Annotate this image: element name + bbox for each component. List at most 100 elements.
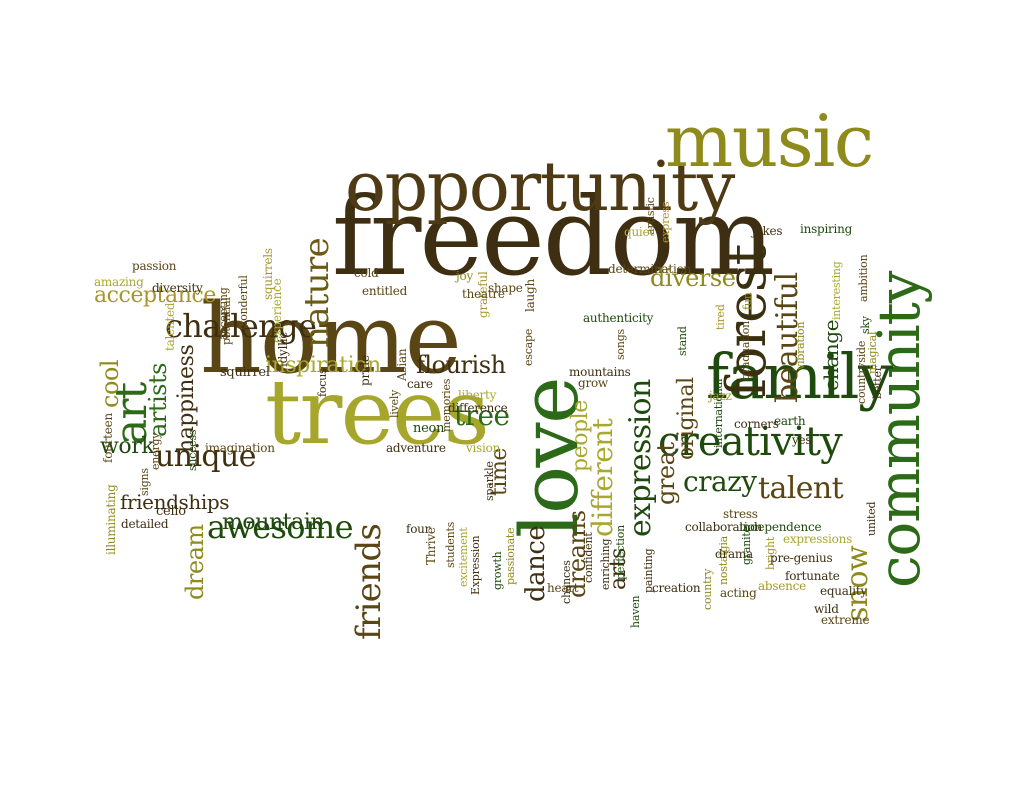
word-friends: friends <box>349 523 389 640</box>
word-drama: drama <box>715 547 753 562</box>
word-community: community <box>865 271 933 588</box>
word-potential: potential <box>220 297 233 345</box>
word-pre-genius: pre-genius <box>770 551 833 566</box>
word-magical: magical <box>866 331 879 374</box>
word-talented: talented <box>163 302 177 351</box>
word-vision: vision <box>466 441 501 456</box>
word-detailed: detailed <box>121 517 169 532</box>
word-awesome: awesome <box>207 508 354 547</box>
word-mountains: mountains <box>569 365 631 380</box>
word-four: four <box>406 522 431 537</box>
word-signs: signs <box>138 468 151 496</box>
word-cello: cello <box>156 503 186 519</box>
word-cold: cold <box>354 266 379 281</box>
word-fourteen: fourteen <box>101 413 115 463</box>
word-interesting: interesting <box>830 261 843 320</box>
word-extreme: extreme <box>821 613 870 628</box>
word-haven: haven <box>629 595 642 628</box>
word-asian: Asian <box>395 348 409 381</box>
word-passion: passion <box>132 259 177 274</box>
word-cool: cool <box>96 359 124 408</box>
word-wild: wild <box>814 602 839 617</box>
word-stress: stress <box>723 507 758 522</box>
word-squirrel: squirrel <box>220 364 270 380</box>
word-express: express <box>659 201 672 243</box>
word-united: united <box>865 501 878 536</box>
word-difference: difference <box>448 401 508 416</box>
word-escape: escape <box>522 328 535 366</box>
word-inspiration: inspiration <box>265 353 381 379</box>
word-talent: talent <box>758 471 844 506</box>
word-sky: sky <box>859 316 872 334</box>
word-ambition: ambition <box>857 254 870 302</box>
word-nature: nature <box>297 237 337 348</box>
word-home: home <box>200 283 462 396</box>
word-original: original <box>674 377 699 460</box>
word-artists: artists <box>144 362 172 437</box>
word-sparkle: sparkle <box>483 461 496 501</box>
word-absence: absence <box>758 579 806 594</box>
word-mountain: mountain <box>222 510 325 536</box>
word-wonderful: wonderful <box>237 275 250 330</box>
word-care: care <box>407 377 433 392</box>
word-creation: creation <box>652 581 701 596</box>
word-tree: tree <box>454 398 510 432</box>
word-opportunity: opportunity <box>345 147 735 227</box>
word-corners: corners <box>734 417 779 432</box>
word-creativity: creativity <box>658 419 843 465</box>
word-freedom: freedom <box>332 174 775 300</box>
word-flourish: flourish <box>416 350 506 379</box>
word-idyllic: idyllic <box>276 332 290 367</box>
word-unique: unique <box>155 439 257 474</box>
word-tired: tired <box>714 304 727 330</box>
word-passionate: passionate <box>504 527 517 585</box>
word-expression-small: Expression <box>469 535 482 595</box>
word-lively: lively <box>388 389 401 418</box>
word-energy: energy <box>149 432 162 470</box>
word-entitled: entitled <box>362 284 408 299</box>
word-friendships: friendships <box>120 490 230 514</box>
word-perfection: perfection <box>614 525 627 580</box>
word-dream: dream <box>181 524 209 600</box>
word-fun: fun <box>741 292 754 310</box>
word-family: family <box>706 340 893 414</box>
word-determination: determination <box>608 262 692 277</box>
word-quiet: quiet <box>624 225 654 240</box>
word-vibration: vibration <box>794 321 807 370</box>
word-fortunate: fortunate <box>785 569 840 584</box>
word-squirrels: squirrels <box>261 248 275 300</box>
word-pride: pride <box>358 355 372 386</box>
word-equality: equality <box>820 584 868 599</box>
word-work: work <box>100 434 155 460</box>
word-graduation: graduation <box>739 321 752 380</box>
word-different: different <box>586 418 619 537</box>
word-yes: yes <box>792 433 812 448</box>
word-adventure: adventure <box>386 441 446 456</box>
word-diverse: diverse <box>650 263 736 292</box>
word-amazing: amazing <box>94 275 144 290</box>
word-illuminating: illuminating <box>104 484 118 555</box>
word-excitement: excitement <box>457 527 470 587</box>
word-inspiring: inspiring <box>800 222 853 237</box>
word-enriching: enriching <box>599 538 612 590</box>
word-students: students <box>444 521 457 568</box>
word-joy: joy <box>456 269 474 284</box>
word-expressions: expressions <box>783 532 853 547</box>
word-jazz: jazz <box>709 389 732 404</box>
word-neon: neon <box>413 420 445 436</box>
word-independence: independence <box>739 520 822 535</box>
word-success: success <box>186 429 199 471</box>
word-acceptance: acceptance <box>94 283 216 309</box>
word-collaboration: collaboration <box>685 520 763 535</box>
word-stand: stand <box>676 326 689 356</box>
word-liberty: liberty <box>458 388 497 403</box>
word-grow: grow <box>578 376 608 391</box>
word-songs: songs <box>614 329 627 360</box>
word-imagination: imagination <box>205 441 275 456</box>
word-heart: heart <box>547 581 579 596</box>
word-laugh: laugh <box>523 279 537 312</box>
word-earth: earth <box>774 414 806 429</box>
word-people: people <box>568 400 593 472</box>
word-authenticity: authenticity <box>583 311 654 326</box>
word-change: change <box>819 319 843 391</box>
